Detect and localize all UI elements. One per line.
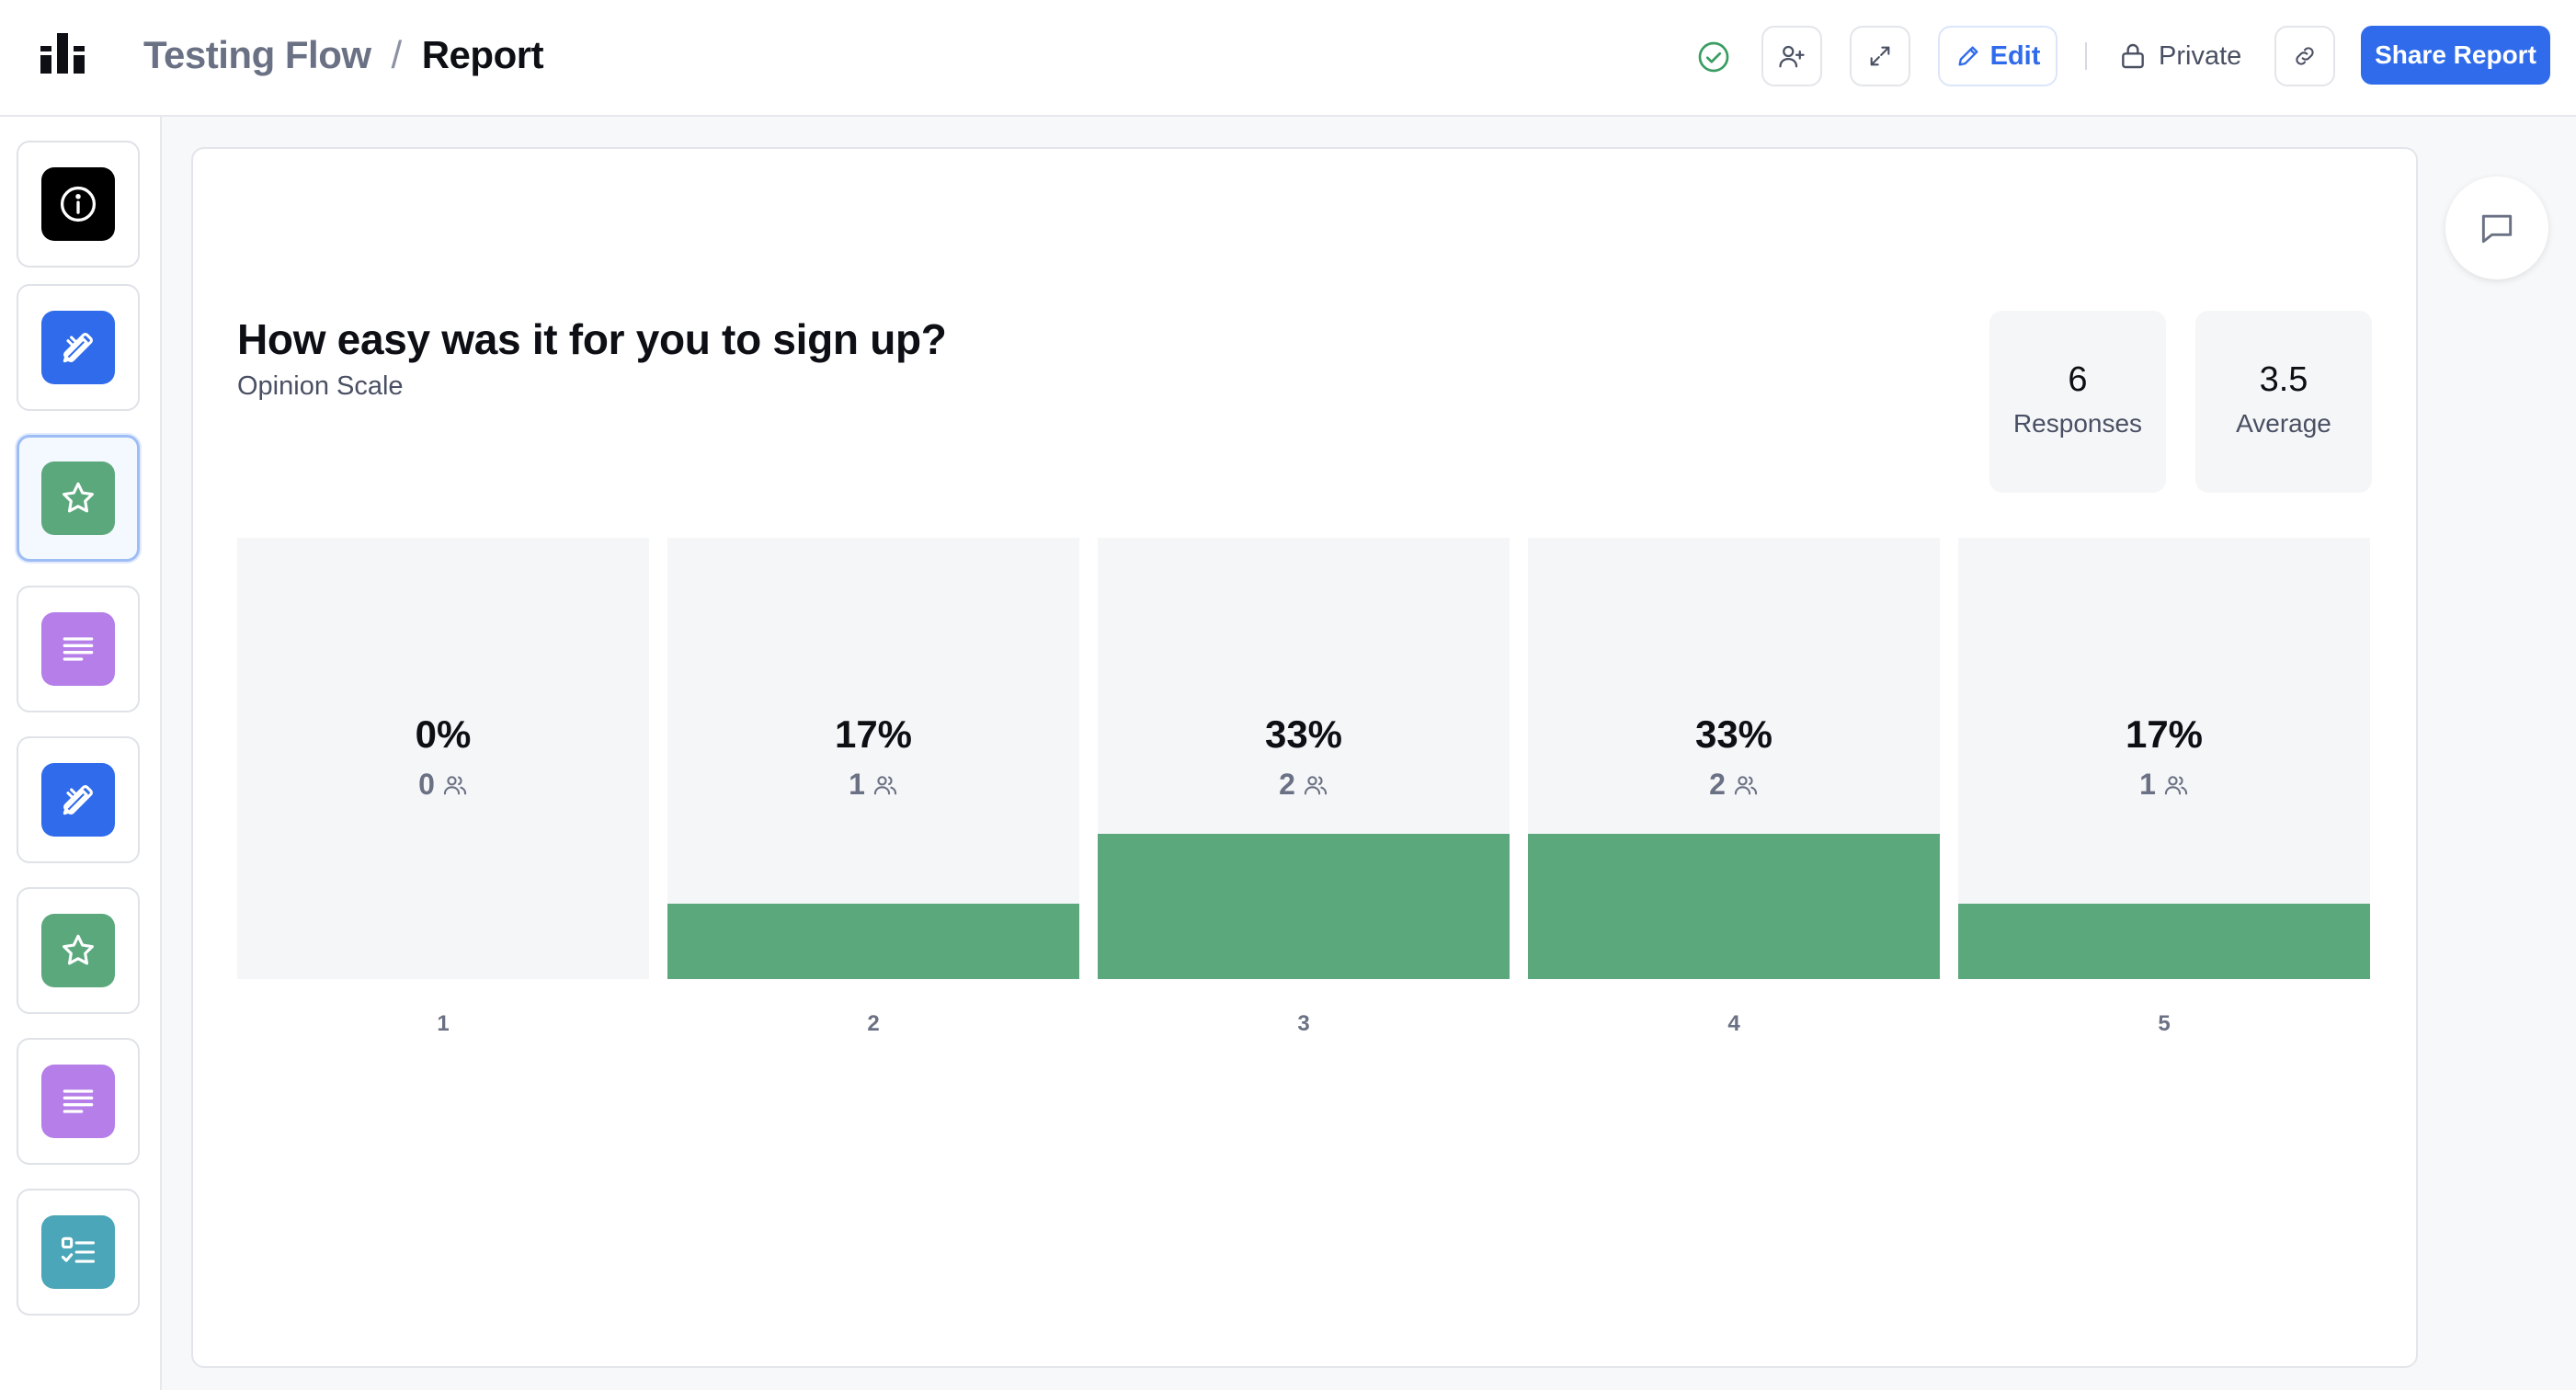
responses-stat: 6 Responses — [1989, 311, 2166, 493]
bar-percent-label: 17% — [2125, 712, 2204, 756]
checklist-icon — [41, 1215, 115, 1289]
sidebar-item-info[interactable] — [17, 141, 140, 268]
text-lines-icon — [41, 1065, 115, 1138]
bar-count-value: 2 — [1279, 768, 1295, 801]
breadcrumb-current: Report — [421, 33, 544, 76]
bar-column-4: 33% 2 — [1528, 538, 1940, 979]
average-stat: 3.5 Average — [2195, 311, 2372, 493]
users-icon — [1733, 772, 1759, 798]
x-tick-label: 3 — [1297, 1011, 1310, 1036]
question-title: How easy was it for you to sign up? — [237, 315, 947, 363]
bar-response-count: 2 — [1528, 768, 1940, 802]
app-logo-icon[interactable] — [40, 33, 85, 74]
users-icon — [872, 772, 898, 798]
sidebar-item-design-2[interactable] — [17, 736, 140, 863]
privacy-label: Private — [2159, 40, 2242, 71]
sidebar-item-text-2[interactable] — [17, 1038, 140, 1165]
x-tick-label: 4 — [1727, 1011, 1740, 1036]
expand-button[interactable] — [1850, 26, 1910, 86]
bar-count-value: 1 — [2139, 768, 2156, 801]
bar-percent-label: 33% — [1264, 712, 1343, 756]
bar-response-count: 1 — [1958, 768, 2370, 802]
bar-response-count: 2 — [1098, 768, 1510, 802]
sidebar-item-rating-1[interactable] — [17, 435, 140, 562]
breadcrumb-parent[interactable]: Testing Flow — [143, 33, 371, 76]
edit-button[interactable]: Edit — [1938, 26, 2057, 86]
info-icon — [41, 167, 115, 241]
bar-count-value: 1 — [849, 768, 865, 801]
bar-percent-label: 0% — [415, 712, 472, 756]
bar-fill-2 — [667, 904, 1079, 979]
x-tick-label: 5 — [2158, 1011, 2171, 1036]
users-icon — [2163, 772, 2189, 798]
question-sidebar — [0, 117, 162, 1390]
lock-icon — [2122, 43, 2144, 69]
toolbar-divider — [2085, 42, 2087, 70]
expand-arrows-icon — [1870, 46, 1890, 66]
edit-label: Edit — [1989, 40, 2041, 71]
bar-column-1: 0% 0 — [237, 538, 649, 979]
users-icon — [442, 772, 468, 798]
comment-icon — [2481, 214, 2513, 244]
copy-link-button[interactable] — [2274, 26, 2335, 86]
pencil-icon — [1958, 46, 1978, 66]
comments-button[interactable] — [2445, 177, 2548, 279]
question-type: Opinion Scale — [237, 371, 404, 401]
sidebar-item-text-1[interactable] — [17, 586, 140, 712]
bar-response-count: 1 — [667, 768, 1079, 802]
bar-column-5: 17% 1 — [1958, 538, 2370, 979]
share-report-button[interactable]: Share Report — [2361, 26, 2550, 85]
x-tick-label: 2 — [867, 1011, 880, 1036]
bar-fill-5 — [1958, 904, 2370, 979]
star-icon — [41, 914, 115, 987]
average-value: 3.5 — [2259, 360, 2308, 399]
users-icon — [1303, 772, 1328, 798]
sidebar-item-design-1[interactable] — [17, 284, 140, 411]
breadcrumb-separator: / — [391, 33, 403, 76]
privacy-toggle[interactable]: Private — [2118, 26, 2241, 86]
saved-status-check-icon — [1693, 37, 1734, 77]
sidebar-item-rating-2[interactable] — [17, 887, 140, 1014]
design-tools-icon — [41, 311, 115, 384]
opinion-scale-chart: 0% 0 1 17% 1 2 33% 2 3 33% 2 4 17% 1 5 — [237, 538, 2372, 1036]
text-lines-icon — [41, 612, 115, 686]
bar-percent-label: 17% — [834, 712, 913, 756]
bar-count-value: 2 — [1709, 768, 1726, 801]
responses-label: Responses — [2012, 409, 2143, 438]
user-plus-icon — [1779, 45, 1805, 68]
design-tools-icon — [41, 763, 115, 837]
average-label: Average — [2236, 409, 2331, 438]
star-icon — [41, 461, 115, 535]
top-bar: Testing Flow / Report Edit Private — [0, 0, 2576, 117]
bar-fill-3 — [1098, 834, 1510, 979]
bar-column-2: 17% 1 — [667, 538, 1079, 979]
breadcrumb: Testing Flow / Report — [143, 29, 544, 81]
invite-user-button[interactable] — [1761, 26, 1822, 86]
link-icon — [2296, 47, 2314, 65]
x-tick-label: 1 — [437, 1011, 450, 1036]
bar-fill-4 — [1528, 834, 1940, 979]
responses-value: 6 — [2068, 360, 2088, 399]
bar-column-3: 33% 2 — [1098, 538, 1510, 979]
sidebar-item-checklist[interactable] — [17, 1189, 140, 1316]
bar-count-value: 0 — [418, 768, 435, 801]
bar-percent-label: 33% — [1694, 712, 1773, 756]
bar-response-count: 0 — [237, 768, 649, 802]
